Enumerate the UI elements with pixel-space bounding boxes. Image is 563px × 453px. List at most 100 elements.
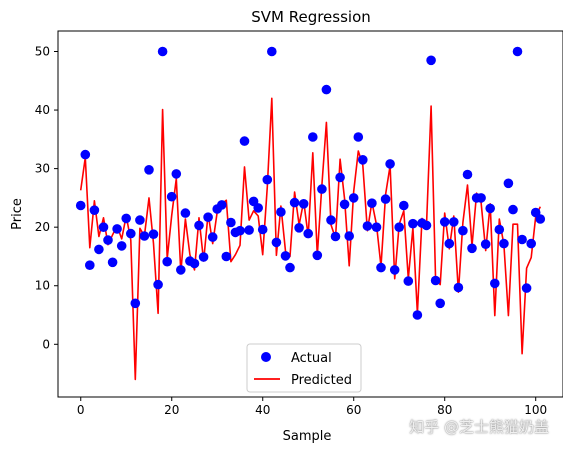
actual-point [89,205,100,215]
actual-point [321,84,332,95]
actual-point [162,256,172,267]
actual-point [353,132,364,142]
x-tick-label: 0 [77,403,85,417]
axis-ticks: 0 20 40 60 80 100 0 10 20 30 40 50 [35,44,547,417]
y-tick-label: 10 [35,279,50,293]
actual-point [176,265,186,275]
chart-title: SVM Regression [251,8,371,26]
y-tick-label: 0 [42,337,50,351]
actual-point [80,149,91,160]
actual-point [535,214,546,224]
actual-point [289,197,300,208]
actual-point [85,260,95,271]
actual-point [339,199,350,210]
actual-point [257,224,268,235]
actual-point [98,222,109,232]
actual-point [298,199,309,209]
actual-point [371,222,382,232]
actual-series [75,46,546,320]
actual-point [326,215,336,225]
actual-point [116,241,127,251]
legend-actual-marker [261,352,271,362]
actual-point [130,298,141,309]
plot-frame [57,30,563,398]
actual-point [362,221,373,231]
actual-point [207,232,218,242]
predicted-line [79,97,542,381]
watermark: 知乎 @芝士熊猫奶盖 [409,418,549,436]
actual-point [444,238,455,249]
actual-point [449,217,459,227]
actual-point [103,235,113,245]
actual-point [480,239,491,249]
actual-point [380,194,391,204]
actual-point [262,174,273,185]
actual-point [421,220,432,231]
actual-point [94,244,104,255]
actual-point [135,215,145,225]
actual-point [253,203,263,213]
actual-point [317,184,327,194]
actual-point [267,46,277,57]
actual-point [385,159,395,169]
actual-point [198,252,209,262]
x-tick-label: 100 [524,403,547,417]
actual-point [235,225,245,236]
actual-point [308,132,318,142]
actual-point [389,265,400,275]
actual-point [408,218,418,229]
actual-point [521,283,532,293]
actual-point [171,169,182,179]
x-tick-label: 40 [255,403,270,417]
actual-point [430,275,441,286]
actual-point [148,229,159,239]
actual-point [239,136,250,146]
legend-predicted-label: Predicted [291,373,352,388]
actual-point [517,234,527,245]
actual-point [344,231,355,241]
y-axis-label: Price [10,198,25,230]
actual-point [512,46,523,57]
actual-point [499,238,509,249]
actual-point [312,250,323,261]
actual-point [157,46,168,57]
actual-point [376,262,386,273]
y-tick-label: 30 [35,162,50,176]
actual-point [526,238,536,249]
actual-point [412,310,423,320]
legend: Actual Predicted [246,343,362,393]
actual-point [221,251,232,262]
actual-point [476,193,486,203]
actual-point [166,191,177,202]
x-tick-label: 60 [346,403,361,417]
legend-frame [246,343,362,393]
actual-point [144,165,154,175]
actual-point [194,220,204,231]
actual-point [285,262,295,273]
actual-point [330,231,341,242]
actual-point [490,278,500,289]
actual-point [153,279,163,290]
actual-point [458,225,468,236]
actual-point [303,228,314,239]
actual-point [426,55,436,66]
actual-point [335,172,345,183]
actual-point [276,207,286,217]
actual-point [403,276,414,286]
actual-point [394,222,405,232]
actual-point [453,282,464,293]
actual-point [244,225,254,235]
actual-point [435,298,446,309]
actual-point [271,237,282,248]
actual-point [112,224,122,234]
actual-point [75,200,86,211]
actual-point [367,198,377,208]
y-tick-label: 40 [35,103,50,117]
actual-point [139,231,150,241]
actual-point [467,243,477,254]
actual-point [462,169,473,180]
actual-point [439,217,450,227]
y-tick-label: 20 [35,220,50,234]
actual-point [126,228,136,239]
